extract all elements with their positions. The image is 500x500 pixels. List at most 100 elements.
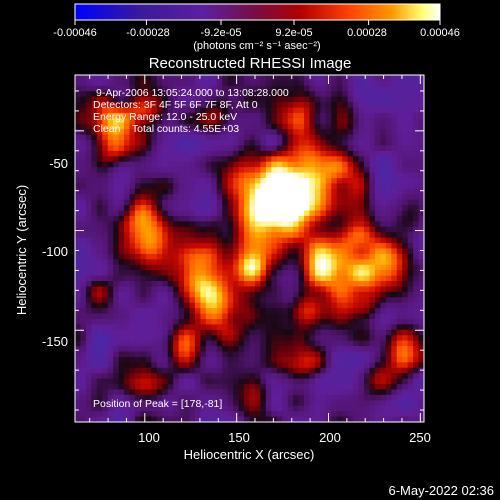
heatmap-cell [380,351,387,358]
heatmap-cell [211,389,218,396]
heatmap-cell [156,91,163,98]
heatmap-cell [265,210,272,217]
heatmap-cell [402,150,409,157]
heatmap-cell [124,91,131,98]
heatmap-cell [260,362,267,369]
heatmap-cell [287,156,294,163]
heatmap-cell [254,188,261,195]
heatmap-cell [260,302,267,309]
heatmap-cell [233,150,240,157]
heatmap-cell [391,91,398,98]
heatmap-cell [276,243,283,250]
heatmap-cell [140,394,147,401]
heatmap-cell [216,80,223,87]
heatmap-cell [102,188,109,195]
heatmap-cell [325,281,332,288]
heatmap-cell [320,156,327,163]
heatmap-cell [314,297,321,304]
heatmap-cell [385,259,392,266]
heatmap-cell [205,367,212,374]
heatmap-cell [184,373,191,380]
heatmap-cell [200,140,207,147]
heatmap-cell [385,205,392,212]
heatmap-cell [282,172,289,179]
heatmap-cell [145,215,152,222]
heatmap-cell [325,405,332,412]
heatmap-cell [374,194,381,201]
heatmap-cell [254,237,261,244]
heatmap-cell [380,156,387,163]
heatmap-cell [336,134,343,141]
heatmap-cell [156,411,163,418]
heatmap-cell [353,313,360,320]
heatmap-cell [260,329,267,336]
heatmap-cell [167,367,174,374]
heatmap-cell [173,172,180,179]
heatmap-cell [298,123,305,130]
heatmap-cell [118,91,125,98]
heatmap-cell [298,221,305,228]
heatmap-cell [265,405,272,412]
heatmap-cell [129,405,136,412]
heatmap-cell [129,253,136,260]
heatmap-cell [249,297,256,304]
heatmap-cell [107,248,114,255]
heatmap-cell [140,362,147,369]
heatmap-cell [194,308,202,315]
heatmap-cell [407,351,414,358]
heatmap-cell [80,91,87,98]
heatmap-cell [91,286,98,293]
heatmap-cell [75,205,82,212]
heatmap-cell [260,318,267,325]
heatmap-cell [413,264,420,271]
heatmap-cell [314,351,321,358]
heatmap-cell [75,286,82,293]
heatmap-cell [325,107,332,114]
heatmap-cell [336,161,343,168]
heatmap-cell [347,232,354,239]
heatmap-cell [194,183,202,190]
heatmap-cell [80,324,87,331]
heatmap-cell [75,129,82,136]
heatmap-cell [222,318,229,325]
heatmap-cell [353,123,360,130]
heatmap-cell [184,91,191,98]
heatmap-cell [129,389,136,396]
heatmap-cell [374,340,381,347]
heatmap-cell [134,275,142,282]
heatmap-cell [227,145,234,152]
heatmap-cell [276,308,283,315]
heatmap-cell [391,210,398,217]
heatmap-cell [233,199,240,206]
heatmap-cell [407,286,414,293]
heatmap-cell [189,75,196,82]
heatmap-cell [178,145,185,152]
heatmap-cell [385,134,392,141]
heatmap-cell [200,291,207,298]
heatmap-cell [358,118,365,125]
heatmap-cell [211,373,218,380]
heatmap-cell [396,313,403,320]
heatmap-cell [271,340,278,347]
heatmap-cell [75,156,82,163]
heatmap-cell [238,389,245,396]
heatmap-cell [353,96,360,103]
heatmap-cell [211,362,218,369]
heatmap-cell [249,85,256,92]
heatmap-cell [244,362,251,369]
heatmap-cell [227,416,234,422]
heatmap-cell [167,232,174,239]
heatmap-cell [238,226,245,233]
heatmap-cell [238,96,245,103]
heatmap-cell [173,313,180,320]
heatmap-cell [391,405,398,412]
heatmap-cell [238,281,245,288]
heatmap-cell [113,378,120,385]
heatmap-cell [293,85,300,92]
heatmap-cell [124,188,131,195]
heatmap-cell [118,80,125,87]
heatmap-cell [325,178,332,185]
heatmap-cell [353,232,360,239]
heatmap-cell [276,281,283,288]
heatmap-cell [336,145,343,152]
